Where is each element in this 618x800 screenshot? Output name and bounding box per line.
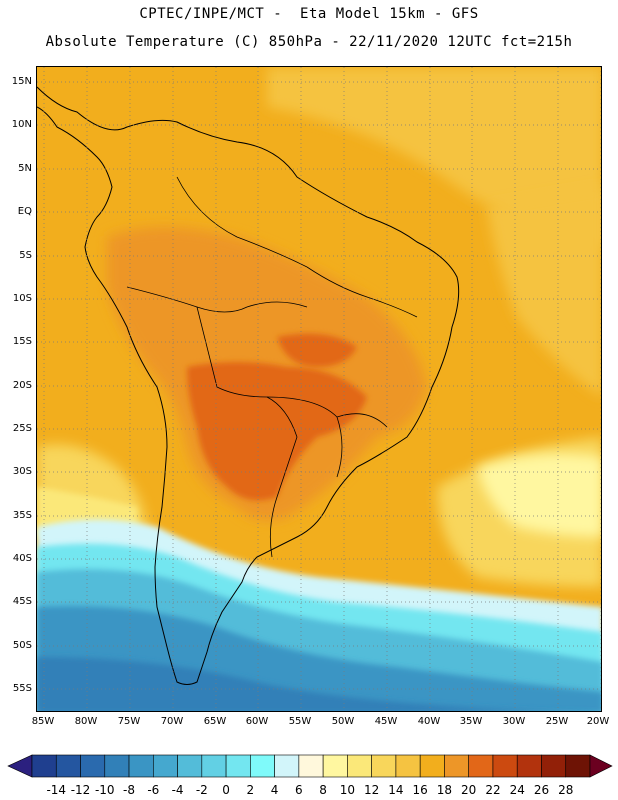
colorbar-swatch — [31, 754, 57, 778]
colorbar-under-arrow — [7, 754, 33, 778]
colorbar-swatch — [177, 754, 203, 778]
colorbar-swatch — [80, 754, 106, 778]
lat-label: 15S — [12, 336, 32, 347]
lat-label: 25S — [12, 423, 32, 434]
colorbar-tick-label: -14 — [46, 783, 67, 797]
lon-label: 85W — [31, 716, 55, 727]
colorbar-swatch — [55, 754, 81, 778]
lon-label: 70W — [160, 716, 184, 727]
lat-label: 10N — [11, 119, 32, 130]
lon-label: 60W — [245, 716, 269, 727]
colorbar-swatch — [274, 754, 300, 778]
colorbar-swatch — [492, 754, 518, 778]
colorbar-swatch — [395, 754, 421, 778]
colorbar-tick-label: -4 — [171, 783, 184, 797]
colorbar-tick-label: 2 — [246, 783, 255, 797]
colorbar-swatch — [128, 754, 154, 778]
colorbar-tick-label: 20 — [461, 783, 477, 797]
lat-label: 10S — [12, 293, 32, 304]
colorbar-tick-label: 16 — [412, 783, 428, 797]
colorbar-tick-label: -8 — [123, 783, 136, 797]
colorbar-swatch — [444, 754, 469, 778]
colorbar-tick-label: 8 — [319, 783, 327, 797]
colorbar-tick-label: 12 — [364, 783, 380, 797]
lat-label: 55S — [12, 683, 32, 694]
colorbar-swatch — [541, 754, 567, 778]
colorbar-swatch — [468, 754, 494, 778]
colorbar-swatch — [419, 754, 445, 778]
lon-label: 40W — [417, 716, 441, 727]
colorbar-tick-label: 6 — [295, 783, 303, 797]
colorbar-tick-label: 10 — [339, 783, 356, 797]
lon-label: 25W — [545, 716, 569, 727]
colorbar-tick-label: 0 — [222, 783, 230, 797]
colorbar-swatch — [322, 754, 348, 778]
lat-label: 15N — [11, 76, 32, 87]
lon-label: 45W — [374, 716, 398, 727]
temperature-map — [36, 66, 602, 712]
colorbar-swatch — [250, 754, 275, 778]
lat-label: 50S — [12, 640, 32, 651]
coastline — [37, 86, 460, 685]
colorbar-tick-label: 28 — [558, 783, 574, 797]
lon-label: 30W — [502, 716, 526, 727]
lon-label: 80W — [74, 716, 98, 727]
colorbar-tick-label: -12 — [70, 783, 91, 797]
lat-label: 40S — [12, 553, 32, 564]
lon-label: 20W — [586, 716, 610, 727]
lat-label: 5N — [18, 163, 32, 174]
lon-label: 65W — [203, 716, 227, 727]
colorbar-tick-label: 14 — [388, 783, 404, 797]
colorbar-tick-label: 24 — [509, 783, 525, 797]
lat-label: 5S — [19, 250, 32, 261]
lat-label: 30S — [12, 466, 32, 477]
colorbar-tick-label: -2 — [195, 783, 208, 797]
lon-label: 35W — [459, 716, 483, 727]
lat-label: 45S — [12, 596, 32, 607]
lat-label: 35S — [12, 510, 32, 521]
colorbar-tick-label: -10 — [94, 783, 115, 797]
colorbar-swatch — [225, 754, 251, 778]
colorbar-swatch — [201, 754, 227, 778]
colorbar-tick-label: 26 — [533, 783, 550, 797]
colorbar-tick-label: 18 — [436, 783, 453, 797]
lon-label: 55W — [288, 716, 312, 727]
lat-label: EQ — [17, 206, 32, 217]
colorbar-tick-label: 4 — [270, 783, 279, 797]
lat-label: 20S — [12, 380, 32, 391]
colorbar-over-arrow — [589, 754, 613, 778]
lon-label: 50W — [331, 716, 355, 727]
colorbar-tick-label: -6 — [147, 783, 160, 797]
colorbar-swatch — [565, 754, 591, 778]
colorbar-swatch — [371, 754, 397, 778]
temperature-fill — [37, 67, 601, 711]
colorbar-tick-label: 22 — [485, 783, 501, 797]
chart-title-line1: CPTEC/INPE/MCT - Eta Model 15km - GFS — [139, 6, 479, 22]
colorbar-swatch — [298, 754, 324, 778]
lon-label: 75W — [117, 716, 141, 727]
chart-title-line2: Absolute Temperature (C) 850hPa - 22/11/… — [45, 34, 573, 50]
color-legend — [7, 754, 613, 778]
colorbar-swatch — [153, 754, 178, 778]
colorbar-swatch — [347, 754, 372, 778]
colorbar-swatch — [516, 754, 542, 778]
colorbar-swatch — [104, 754, 130, 778]
